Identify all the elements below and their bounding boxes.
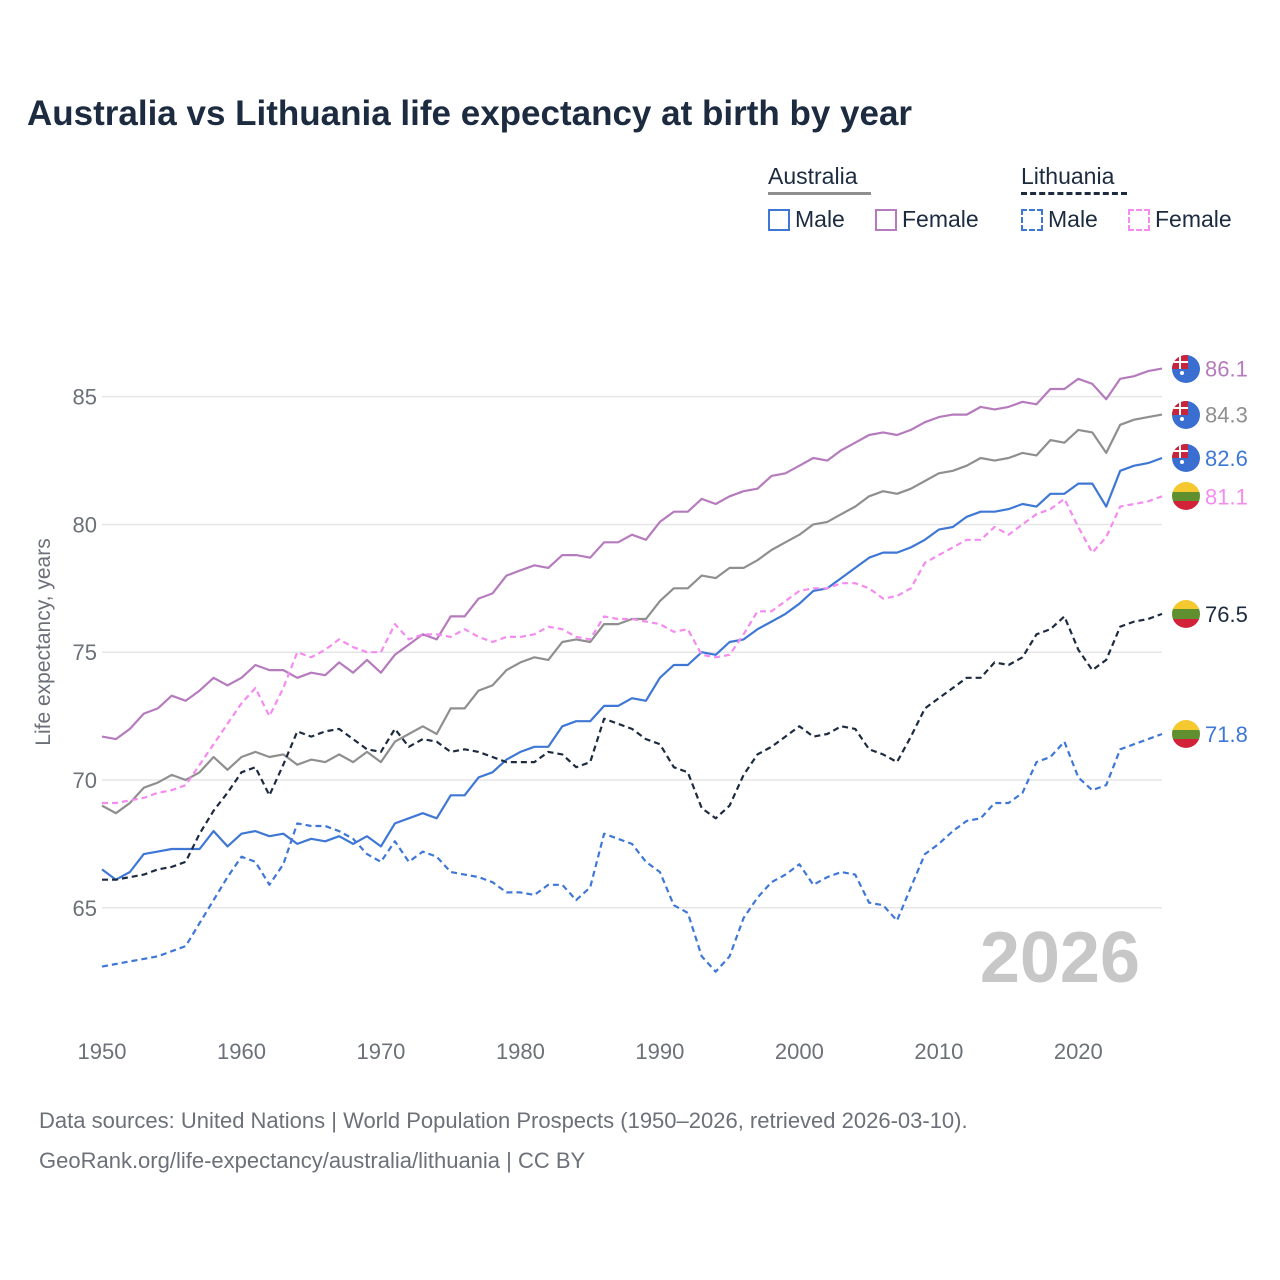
footer-credit: GeoRank.org/life-expectancy/australia/li… — [39, 1148, 586, 1173]
legend-lithuania-male[interactable]: Male — [1021, 206, 1098, 233]
x-tick-label: 1970 — [356, 1039, 405, 1064]
legend-australia-female[interactable]: Female — [875, 206, 979, 233]
x-tick-label: 2000 — [775, 1039, 824, 1064]
legend-lithuania-female-label: Female — [1155, 206, 1232, 232]
legend-australia-rule — [768, 192, 871, 195]
year-watermark: 2026 — [980, 918, 1140, 998]
series-layer — [101, 367, 1163, 973]
legend-lithuania-female[interactable]: Female — [1128, 206, 1232, 233]
x-tick-label: 2010 — [914, 1039, 963, 1064]
y-tick-label: 65 — [73, 896, 97, 921]
x-tick-label: 1950 — [78, 1039, 127, 1064]
legend-lithuania-male-label: Male — [1048, 206, 1098, 232]
end-label-australia-total: 84.3 — [1205, 403, 1248, 428]
x-tick-label: 1980 — [496, 1039, 545, 1064]
legend-lithuania-rule — [1021, 192, 1127, 195]
end-label-australia-male: 82.6 — [1205, 446, 1248, 471]
legend-swatch-australia-female — [875, 208, 897, 231]
lithuania-flag-icon — [1172, 482, 1200, 511]
x-tick-label: 1990 — [635, 1039, 684, 1064]
x-tick-label: 1960 — [217, 1039, 266, 1064]
series-line-lithuania-total[interactable] — [102, 612, 1163, 881]
end-label-lithuania-female: 81.1 — [1205, 484, 1248, 509]
lithuania-flag-icon — [1172, 720, 1200, 748]
end-label-layer: 86.1 84.3 82.6 81.1 76.5 71.8 — [1205, 357, 1248, 747]
legend-swatch-australia-male — [768, 208, 790, 231]
legend-lithuania-label: Lithuania — [1021, 163, 1115, 189]
legend-australia-female-label: Female — [902, 206, 979, 232]
legend-australia-male-label: Male — [795, 206, 845, 232]
legend-swatch-lithuania-female — [1128, 208, 1150, 231]
end-label-lithuania-male: 71.8 — [1205, 722, 1248, 747]
footer-sources: Data sources: United Nations | World Pop… — [39, 1108, 968, 1133]
grid-layer: 65 70 75 80 85 1950 1960 1970 1980 1990 2000 2010 20… — [73, 385, 1162, 1064]
y-tick-label: 85 — [73, 385, 97, 410]
series-line-australia-female[interactable] — [101, 367, 1163, 741]
x-tick-label: 2020 — [1054, 1039, 1103, 1064]
series-line-lithuania-female[interactable] — [102, 495, 1163, 805]
y-tick-label: 80 — [73, 512, 97, 537]
series-line-australia-total[interactable] — [101, 413, 1163, 815]
end-label-australia-female: 86.1 — [1205, 357, 1248, 382]
australia-flag-icon — [1172, 444, 1200, 472]
legend-australia-male[interactable]: Male — [768, 206, 845, 233]
lithuania-flag-icon — [1172, 599, 1200, 628]
legend-australia-label: Australia — [768, 163, 858, 189]
end-label-lithuania-total: 76.5 — [1205, 602, 1248, 627]
legend-swatch-lithuania-male — [1021, 208, 1043, 231]
y-tick-label: 75 — [73, 640, 97, 665]
y-tick-label: 70 — [73, 768, 97, 793]
australia-flag-icon — [1172, 354, 1200, 383]
australia-flag-icon — [1172, 400, 1200, 429]
series-line-australia-male[interactable] — [101, 456, 1163, 881]
life-expectancy-chart: 65 70 75 80 85 1950 1960 1970 1980 1990 2000 2010 20… — [32, 357, 1248, 1064]
series-line-lithuania-male[interactable] — [101, 732, 1163, 973]
y-axis-label: Life expectancy, years — [32, 538, 55, 745]
chart-title: Australia vs Lithuania life expectancy a… — [27, 94, 913, 133]
